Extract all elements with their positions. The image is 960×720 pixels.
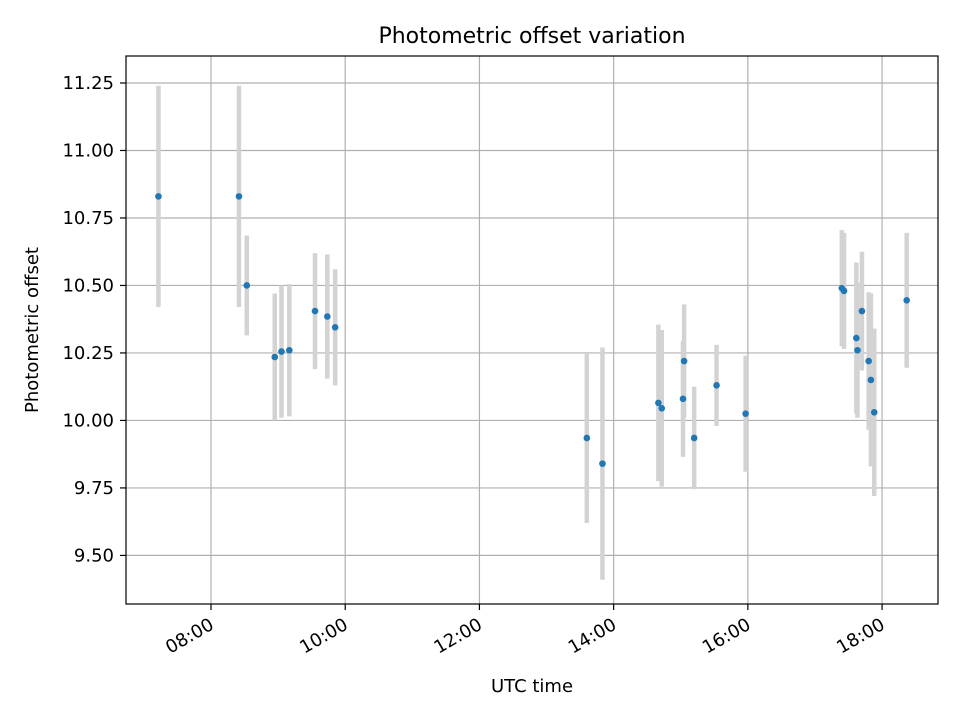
data-point xyxy=(155,193,162,200)
data-point xyxy=(679,395,687,403)
data-point xyxy=(655,399,662,407)
y-tick-label: 9.75 xyxy=(74,478,114,499)
data-point xyxy=(870,409,878,416)
data-point xyxy=(853,334,860,342)
data-point xyxy=(311,307,319,315)
data-point xyxy=(658,404,666,412)
data-point xyxy=(324,313,331,320)
data-point xyxy=(903,297,910,304)
data-point xyxy=(867,376,875,384)
data-point xyxy=(331,324,339,331)
data-point xyxy=(235,193,243,200)
data-point xyxy=(278,348,285,355)
y-tick-label: 10.00 xyxy=(62,410,114,431)
data-point xyxy=(680,357,688,365)
y-axis-label: Photometric offset xyxy=(22,247,43,413)
data-point xyxy=(285,346,293,354)
y-tick-label: 10.75 xyxy=(62,208,114,229)
plot-frame xyxy=(125,55,939,605)
data-points xyxy=(155,193,910,467)
y-axis: 9.50 9.75 10.00 10.25 10.50 10.75 11.00 11.25 xyxy=(62,73,126,566)
y-tick-label: 11.25 xyxy=(62,73,114,94)
y-tick-label: 9.50 xyxy=(74,545,114,566)
data-point xyxy=(865,357,872,365)
data-point xyxy=(599,460,606,467)
data-point xyxy=(271,353,279,361)
data-point xyxy=(742,410,749,417)
data-point xyxy=(858,307,866,315)
data-point xyxy=(840,287,848,295)
data-point xyxy=(690,434,698,442)
y-tick-label: 11.00 xyxy=(62,140,114,161)
y-tick-label: 10.25 xyxy=(62,343,114,364)
grid xyxy=(126,56,938,604)
y-tick-label: 10.50 xyxy=(62,275,114,296)
chart-title: Photometric offset variation xyxy=(378,24,685,49)
x-axis-label: UTC time xyxy=(491,676,573,697)
data-point xyxy=(854,346,861,354)
data-point xyxy=(243,282,251,289)
data-point xyxy=(713,382,720,389)
data-point xyxy=(583,434,591,442)
